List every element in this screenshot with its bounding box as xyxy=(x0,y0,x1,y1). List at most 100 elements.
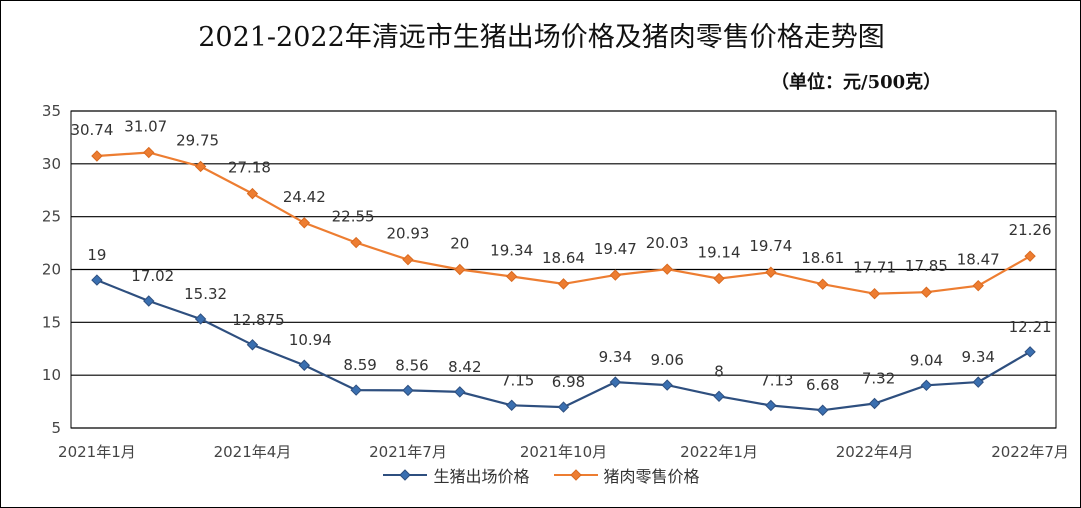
data-point xyxy=(920,379,933,392)
data-point xyxy=(505,270,518,283)
data-point xyxy=(765,399,777,412)
data-point xyxy=(194,313,207,325)
data-label: 18.47 xyxy=(957,251,1000,269)
legend-item-pig-price: 生猪出场价格 xyxy=(383,463,530,487)
data-point xyxy=(868,287,881,300)
data-point xyxy=(972,376,984,388)
data-point xyxy=(1024,250,1036,262)
y-tick-label: 30 xyxy=(42,155,61,173)
data-point xyxy=(557,401,570,413)
data-label: 10.94 xyxy=(289,331,332,349)
unit-label: （单位：元/500克） xyxy=(771,72,942,93)
legend-item-pork-price: 猪肉零售价格 xyxy=(553,463,700,487)
data-point xyxy=(817,278,829,290)
data-point xyxy=(194,160,207,173)
x-tick-label: 2021年1月 xyxy=(58,443,136,461)
data-label: 20.03 xyxy=(646,234,689,252)
data-point xyxy=(454,386,466,398)
data-label: 30.74 xyxy=(70,121,113,139)
x-tick-label: 2022年7月 xyxy=(991,443,1069,461)
x-tick-label: 2022年1月 xyxy=(680,443,758,461)
data-label: 17.85 xyxy=(905,257,948,275)
data-label: 20.93 xyxy=(386,225,429,243)
data-label: 8 xyxy=(714,362,724,380)
data-label: 19.14 xyxy=(698,244,741,262)
data-point xyxy=(609,376,622,388)
data-point xyxy=(1024,346,1036,358)
data-point xyxy=(557,278,570,290)
legend-marker-pork-price xyxy=(553,469,598,481)
legend-marker-pig-price xyxy=(383,469,428,481)
data-label: 9.34 xyxy=(962,348,995,366)
data-point xyxy=(505,399,518,411)
data-label: 6.68 xyxy=(806,376,839,394)
data-point xyxy=(350,236,362,249)
data-point xyxy=(402,384,414,397)
x-axis-ticks: 2021年1月 2021年4月 2021年7月 2021年10月 2022年1月 2022… xyxy=(58,443,1069,461)
data-point xyxy=(454,263,466,276)
data-label: 9.04 xyxy=(910,351,943,369)
data-point xyxy=(609,269,622,281)
data-label: 31.07 xyxy=(124,118,167,136)
data-point xyxy=(713,390,725,403)
y-tick-label: 20 xyxy=(42,261,61,279)
data-label: 24.42 xyxy=(283,188,326,206)
data-label: 18.61 xyxy=(801,249,844,267)
data-label: 9.06 xyxy=(650,351,683,369)
data-point xyxy=(661,263,673,275)
data-point xyxy=(402,253,414,266)
data-point xyxy=(713,272,725,285)
data-point xyxy=(817,404,829,416)
data-label: 21.26 xyxy=(1009,221,1052,239)
y-axis-ticks: 5 10 15 20 25 30 35 xyxy=(42,102,61,437)
chart-title: 2021-2022年清远市生猪出场价格及猪肉零售价格走势图 xyxy=(198,22,885,53)
data-label: 15.32 xyxy=(184,285,227,303)
data-label: 8.42 xyxy=(448,358,481,376)
data-point xyxy=(143,295,155,307)
legend: 生猪出场价格 猪肉零售价格 xyxy=(1,463,1080,487)
data-label: 8.56 xyxy=(395,356,428,374)
data-point xyxy=(246,339,259,351)
data-point xyxy=(972,279,984,292)
data-label: 8.59 xyxy=(343,356,376,374)
y-tick-label: 25 xyxy=(42,208,61,226)
data-label: 7.13 xyxy=(760,371,793,389)
data-point xyxy=(91,150,103,162)
data-label: 18.64 xyxy=(542,249,585,267)
x-tick-label: 2021年4月 xyxy=(214,443,292,461)
data-label: 7.15 xyxy=(501,371,534,389)
data-point xyxy=(298,359,310,371)
y-tick-label: 15 xyxy=(42,313,61,331)
data-label: 19.74 xyxy=(749,237,792,255)
data-label: 12.21 xyxy=(1009,318,1052,336)
legend-label-pig-price: 生猪出场价格 xyxy=(433,467,530,486)
data-point xyxy=(91,274,103,286)
data-point xyxy=(765,266,777,278)
data-label: 9.34 xyxy=(599,348,632,366)
data-point xyxy=(298,217,310,229)
legend-label-pork-price: 猪肉零售价格 xyxy=(603,467,700,486)
data-label: 6.98 xyxy=(552,373,585,391)
data-label: 19.34 xyxy=(490,241,533,259)
data-point xyxy=(661,379,673,391)
x-tick-label: 2022年4月 xyxy=(836,443,914,461)
x-tick-label: 2021年10月 xyxy=(520,443,607,461)
data-point xyxy=(920,286,933,298)
data-label: 12.875 xyxy=(232,311,285,329)
data-label: 19.47 xyxy=(594,240,637,258)
data-label: 19 xyxy=(87,246,106,264)
data-label: 29.75 xyxy=(176,131,219,149)
data-point xyxy=(246,187,259,200)
y-tick-label: 35 xyxy=(42,102,61,120)
data-label: 17.71 xyxy=(853,259,896,277)
data-label: 27.18 xyxy=(228,159,271,177)
data-point xyxy=(868,397,881,410)
data-label: 22.55 xyxy=(332,208,375,226)
data-label: 17.02 xyxy=(131,267,174,285)
data-point xyxy=(350,384,362,396)
gridlines xyxy=(71,110,1056,429)
x-tick-label: 2021年7月 xyxy=(369,443,447,461)
